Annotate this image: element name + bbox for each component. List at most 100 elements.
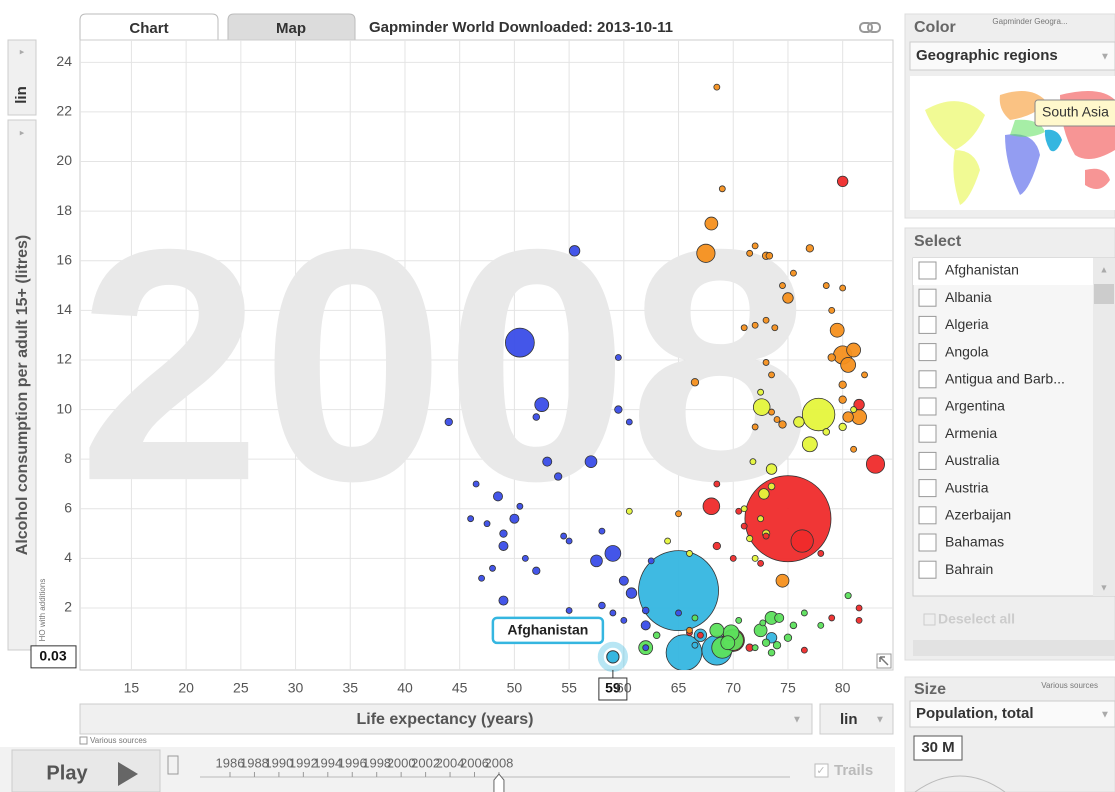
- bubble[interactable]: [690, 378, 700, 387]
- bubble[interactable]: [686, 626, 693, 634]
- x-source[interactable]: Various sources: [90, 736, 147, 745]
- x-axis-label[interactable]: Life expectancy (years): [357, 711, 534, 728]
- bubble[interactable]: [840, 357, 857, 373]
- bubble[interactable]: [675, 510, 682, 518]
- color-indicator[interactable]: Geographic regions: [916, 47, 1058, 64]
- timeline-year[interactable]: 1990: [264, 755, 293, 770]
- bubble[interactable]: [846, 342, 861, 358]
- y-scale[interactable]: lin: [13, 86, 30, 104]
- bubble[interactable]: [735, 507, 743, 515]
- bubble[interactable]: [614, 354, 622, 361]
- bubble[interactable]: [778, 420, 787, 429]
- bubble[interactable]: [521, 554, 529, 562]
- x-indicator-box[interactable]: [79, 703, 813, 735]
- country-checkbox[interactable]: [918, 451, 937, 470]
- country-checkbox[interactable]: [918, 506, 937, 525]
- bubble[interactable]: [759, 619, 767, 627]
- bubble[interactable]: [505, 327, 535, 358]
- country-name[interactable]: Argentina: [945, 398, 1005, 414]
- bubble[interactable]: [740, 324, 748, 332]
- country-name[interactable]: Afghanistan: [945, 262, 1019, 278]
- bubble[interactable]: [584, 455, 598, 468]
- bubble[interactable]: [598, 601, 606, 610]
- bubble[interactable]: [516, 502, 524, 510]
- bubble[interactable]: [664, 537, 671, 545]
- bubble[interactable]: [498, 541, 509, 551]
- bubble[interactable]: [774, 612, 785, 623]
- bubble[interactable]: [772, 641, 782, 650]
- bubble[interactable]: [822, 428, 830, 436]
- country-checkbox[interactable]: [918, 533, 937, 552]
- bubble[interactable]: [493, 491, 503, 502]
- timeline-year[interactable]: 2002: [411, 755, 440, 770]
- bubble[interactable]: [642, 644, 650, 652]
- bubble[interactable]: [614, 405, 623, 414]
- bubble[interactable]: [746, 535, 754, 543]
- bubble[interactable]: [765, 463, 778, 475]
- y-scale-box[interactable]: [7, 39, 37, 116]
- bubble[interactable]: [829, 322, 845, 338]
- bubble[interactable]: [729, 554, 737, 562]
- country-checkbox[interactable]: [918, 261, 937, 280]
- bubble[interactable]: [554, 472, 563, 481]
- country-name[interactable]: Azerbaijan: [945, 507, 1011, 523]
- bubble[interactable]: [713, 83, 721, 91]
- size-dropdown[interactable]: [909, 700, 1115, 728]
- bubble[interactable]: [838, 380, 847, 389]
- bubble[interactable]: [604, 545, 622, 562]
- bubble[interactable]: [444, 417, 453, 427]
- bubble[interactable]: [767, 648, 776, 657]
- bubble[interactable]: [775, 573, 790, 588]
- country-checkbox[interactable]: [918, 288, 937, 307]
- bubble[interactable]: [565, 607, 573, 614]
- play-icon[interactable]: [118, 762, 138, 786]
- bubble[interactable]: [817, 621, 825, 629]
- bubble[interactable]: [532, 413, 541, 421]
- color-dropdown[interactable]: [909, 41, 1115, 71]
- country-name[interactable]: Armenia: [945, 425, 997, 441]
- bubble[interactable]: [712, 541, 721, 551]
- bubble[interactable]: [853, 398, 865, 411]
- bubble[interactable]: [641, 606, 650, 615]
- bubble[interactable]: [749, 458, 757, 466]
- bubble[interactable]: [534, 397, 550, 412]
- size-source[interactable]: Various sources: [1041, 681, 1098, 690]
- y-axis-label[interactable]: Alcohol consumption per adult 15+ (litre…: [14, 235, 31, 555]
- bubble[interactable]: [652, 631, 661, 640]
- bubble[interactable]: [800, 646, 808, 654]
- bubble[interactable]: [839, 284, 847, 292]
- bubble[interactable]: [789, 621, 798, 630]
- bubble[interactable]: [542, 456, 553, 467]
- bubble[interactable]: [761, 638, 771, 647]
- bubble[interactable]: [762, 316, 770, 324]
- country-checkbox[interactable]: [918, 343, 937, 362]
- play-button[interactable]: [11, 749, 161, 792]
- bubble[interactable]: [855, 604, 863, 612]
- bubble[interactable]: [565, 537, 573, 545]
- bubble[interactable]: [801, 397, 836, 432]
- bubble[interactable]: [842, 411, 854, 423]
- bubble[interactable]: [720, 635, 736, 651]
- bubble[interactable]: [467, 515, 475, 523]
- bubble[interactable]: [773, 416, 781, 423]
- country-name[interactable]: Angola: [945, 343, 989, 359]
- bubble[interactable]: [828, 614, 836, 622]
- country-name[interactable]: Austria: [945, 479, 989, 495]
- bubble[interactable]: [827, 353, 836, 362]
- bubble[interactable]: [696, 243, 716, 263]
- bubble[interactable]: [865, 454, 886, 474]
- x-scale[interactable]: lin: [840, 711, 858, 728]
- bubble[interactable]: [609, 609, 617, 617]
- bubble[interactable]: [483, 520, 491, 528]
- bubble[interactable]: [855, 616, 863, 624]
- deselect-all[interactable]: Deselect all: [938, 611, 1015, 627]
- bubble[interactable]: [647, 557, 655, 565]
- country-checkbox[interactable]: [918, 370, 937, 389]
- country-checkbox[interactable]: [918, 315, 937, 334]
- timeline-year[interactable]: 1994: [313, 755, 342, 770]
- x-scale-box[interactable]: [819, 703, 894, 735]
- bubble[interactable]: [771, 324, 779, 332]
- bubble[interactable]: [713, 480, 721, 488]
- country-name[interactable]: Bahrain: [945, 561, 993, 577]
- bubble[interactable]: [751, 321, 759, 329]
